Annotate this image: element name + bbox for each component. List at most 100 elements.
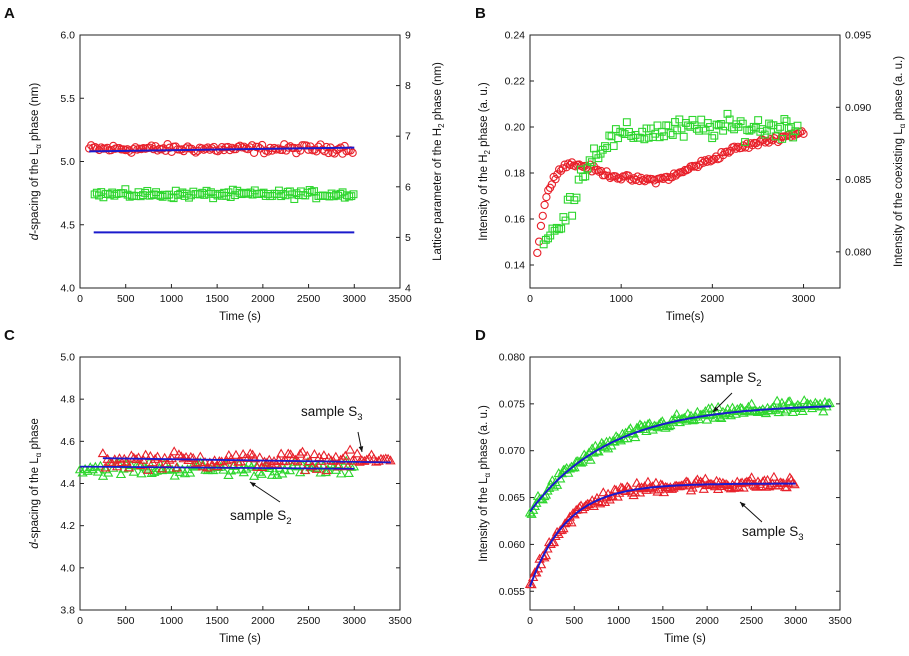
data-point-triangle xyxy=(359,455,370,465)
annotation-sample-s3-sub: 3 xyxy=(357,412,362,423)
data-point-square xyxy=(143,186,152,195)
data-point-square xyxy=(557,224,566,233)
data-point-circle xyxy=(296,146,305,155)
data-point-square xyxy=(544,234,553,243)
y-tick-label: 4.8 xyxy=(60,394,75,406)
data-point-triangle xyxy=(634,419,646,429)
data-point-triangle xyxy=(588,500,599,510)
data-point-square xyxy=(664,121,673,130)
y2-tick-label: 4 xyxy=(405,283,411,295)
data-point-circle xyxy=(540,200,549,210)
y2-axis-label: Intensity of the coexisting Lα phase (a.… xyxy=(893,56,907,267)
annotation-sample-s2-sub: 2 xyxy=(286,516,291,527)
data-point-triangle xyxy=(261,457,273,467)
data-point-square xyxy=(673,126,682,135)
data-point-square xyxy=(653,121,662,130)
data-point-square xyxy=(675,115,684,124)
data-point-square xyxy=(657,127,666,136)
data-point-square xyxy=(780,115,789,123)
y-tick-label: 5.0 xyxy=(60,156,75,168)
x-tick-label: 3500 xyxy=(828,615,852,627)
data-point-square xyxy=(603,144,612,152)
x-tick-label: 500 xyxy=(117,293,135,305)
data-point-triangle xyxy=(121,456,132,466)
data-point-triangle xyxy=(157,463,168,473)
x-tick-label: 2500 xyxy=(297,293,321,305)
data-point-circle xyxy=(657,173,666,183)
data-point-triangle xyxy=(178,453,189,463)
x-tick-label: 3000 xyxy=(343,293,367,305)
data-point-triangle xyxy=(524,507,536,517)
data-point-square xyxy=(738,119,747,128)
data-point-square xyxy=(600,142,609,151)
data-point-circle xyxy=(129,144,138,154)
data-point-triangle xyxy=(743,476,754,486)
data-point-circle xyxy=(542,192,551,202)
data-point-circle xyxy=(203,143,212,152)
data-point-square xyxy=(776,122,784,131)
data-point-triangle xyxy=(295,448,306,458)
y-tick-label: 0.075 xyxy=(499,398,525,410)
data-point-square xyxy=(688,115,697,124)
y2-tick-label: 8 xyxy=(405,80,411,92)
y-axis-label: Intensity of the H2 phase (a. u.) xyxy=(478,82,492,241)
data-point-triangle xyxy=(630,487,641,497)
data-point-square xyxy=(594,154,603,163)
data-point-square xyxy=(570,196,579,205)
data-point-square xyxy=(778,134,787,143)
x-tick-label: 2500 xyxy=(297,615,321,627)
data-point-triangle xyxy=(192,457,204,467)
data-point-square xyxy=(552,223,561,232)
data-point-circle xyxy=(673,169,682,178)
data-point-square xyxy=(668,131,677,139)
data-point-triangle xyxy=(273,454,284,464)
data-point-triangle xyxy=(385,455,396,465)
data-point-square xyxy=(725,115,734,124)
data-point-square xyxy=(590,144,598,153)
data-point-square xyxy=(741,138,749,146)
data-point-square xyxy=(563,195,572,204)
x-tick-label: 1000 xyxy=(160,293,184,305)
y-axis-label: d-spacing of the Lα phase xyxy=(29,418,43,549)
x-tick-label: 1500 xyxy=(205,615,229,627)
y-tick-label: 3.8 xyxy=(60,605,75,617)
data-point-square xyxy=(644,133,653,142)
data-point-square xyxy=(587,158,596,167)
x-tick-label: 2000 xyxy=(695,615,719,627)
y-tick-label: 0.080 xyxy=(499,352,525,364)
data-point-square xyxy=(671,118,679,126)
y2-tick-label: 0.095 xyxy=(845,30,871,42)
data-point-circle xyxy=(741,143,750,152)
data-point-triangle xyxy=(321,465,332,475)
data-point-triangle xyxy=(103,467,114,477)
annotation-sample-s3-text: sample S xyxy=(742,524,798,539)
data-point-triangle xyxy=(318,450,330,460)
annotation-sample-s3: sample S3 xyxy=(742,524,804,543)
data-point-triangle xyxy=(765,480,776,490)
data-point-triangle xyxy=(344,444,356,454)
data-point-triangle xyxy=(760,408,772,418)
data-point-triangle xyxy=(663,421,674,431)
data-point-square xyxy=(747,125,756,134)
panel-letter-a: A xyxy=(4,5,15,22)
data-point-circle xyxy=(239,142,249,151)
data-point-square xyxy=(266,192,275,201)
data-point-triangle xyxy=(763,481,775,491)
data-point-triangle xyxy=(204,457,215,467)
data-point-square xyxy=(758,125,767,134)
data-point-triangle xyxy=(133,452,144,462)
data-point-triangle xyxy=(598,487,609,497)
data-point-square xyxy=(719,126,728,135)
data-point-square xyxy=(347,192,356,201)
data-point-triangle xyxy=(803,399,815,410)
x-tick-label: 500 xyxy=(566,615,584,627)
y-axis-label-part: α xyxy=(34,144,43,149)
data-point-circle xyxy=(731,144,741,153)
y-tick-label: 0.070 xyxy=(499,445,525,457)
fit-curve xyxy=(529,405,832,513)
data-point-triangle xyxy=(746,398,757,408)
data-point-circle xyxy=(602,167,611,176)
data-point-square xyxy=(349,190,358,199)
data-point-triangle xyxy=(128,466,139,476)
y2-tick-label: 5 xyxy=(405,232,411,244)
